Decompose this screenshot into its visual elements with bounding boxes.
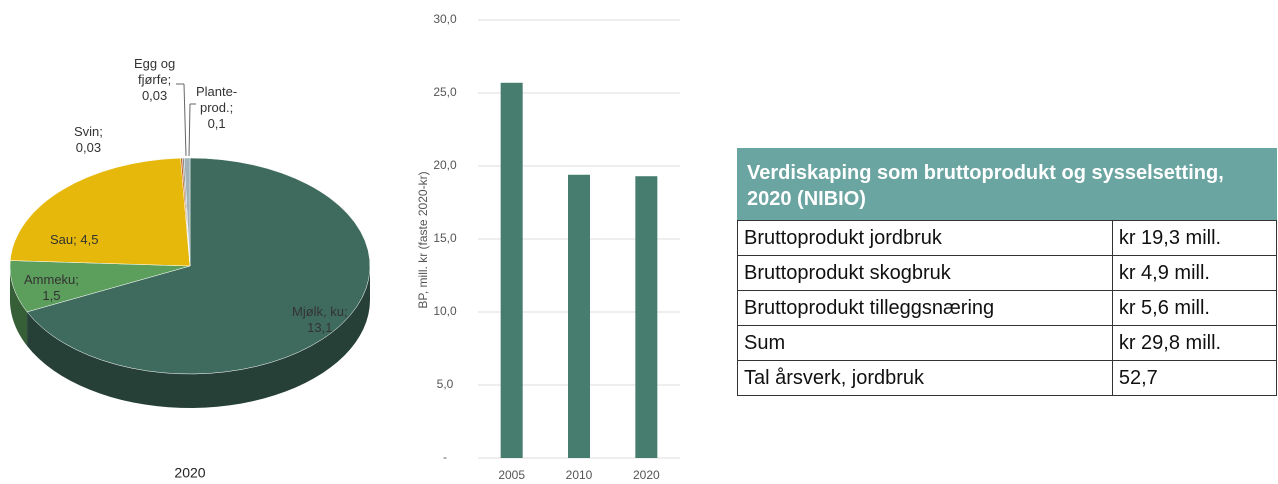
bar (500, 82, 523, 458)
y-tick-label: 25,0 (433, 85, 457, 99)
table-cell: Sum (737, 325, 1113, 361)
slice-value: 0,03 (141, 88, 168, 103)
slice-value: 0,03 (75, 140, 102, 155)
leader (183, 83, 187, 157)
slice-value: 13,1 (307, 320, 333, 335)
table-cell: kr 5,6 mill. (1111, 290, 1278, 326)
y-tick-label: 10,0 (433, 304, 457, 318)
table-row: Bruttoprodukt skogbruk kr 4,9 mill. (737, 255, 1278, 291)
pie-label: Ammeku; 1,5 (24, 272, 79, 304)
slice-name: Egg og fjørfe; (134, 56, 176, 87)
pie-label: Plante- prod.; 0,1 (196, 84, 237, 132)
table-cell: Bruttoprodukt jordbruk (737, 220, 1113, 256)
bar (568, 174, 590, 458)
y-tick-label: 15,0 (433, 231, 457, 245)
y-axis-label: BP, mill. kr (faste 2020-kr) (416, 171, 430, 308)
table-cell: kr 19,3 mill. (1111, 220, 1278, 256)
pie-slice (9, 157, 191, 267)
pie-slice-side (27, 266, 371, 408)
table-cell: 52,7 (1111, 360, 1278, 396)
slice-name: Ammeku; (24, 272, 79, 287)
pie-label: Mjølk, ku; 13,1 (292, 304, 348, 336)
slice-name: Svin; (74, 124, 103, 139)
leader (188, 103, 191, 157)
table-row: Tal årsverk, jordbruk 52,7 (737, 360, 1278, 396)
pie-slice (26, 157, 371, 375)
table-cell: Tal årsverk, jordbruk (737, 360, 1113, 396)
y-tick-label: 20,0 (433, 158, 457, 172)
slice-value: 0,1 (207, 116, 226, 131)
slice-name: Sau; (50, 232, 77, 247)
table: Verdiskaping som bruttoprodukt og syssel… (737, 148, 1278, 396)
table-cell: Bruttoprodukt skogbruk (737, 255, 1113, 291)
slice-name: Mjølk, ku; (292, 304, 348, 319)
pie-title: 2020 (174, 465, 205, 481)
pie-slice-side (10, 266, 28, 346)
pie-slice (183, 157, 191, 267)
table-cell: kr 4,9 mill. (1111, 255, 1278, 291)
y-tick-label: - (443, 450, 447, 464)
table-title: Verdiskaping som bruttoprodukt og syssel… (737, 148, 1277, 220)
x-tick-label: 2005 (498, 468, 525, 482)
table-cell: Bruttoprodukt tilleggsnæring (737, 290, 1113, 326)
pie-label: Egg og fjørfe; 0,03 (134, 56, 175, 104)
x-tick-label: 2010 (566, 468, 593, 482)
table-row: Sum kr 29,8 mill. (737, 325, 1278, 361)
pie-label: Svin; 0,03 (74, 124, 103, 156)
slice-value: 1,5 (42, 288, 61, 303)
x-tick-label: 2020 (633, 468, 660, 482)
y-tick-label: 30,0 (433, 12, 457, 26)
table-row: Bruttoprodukt jordbruk kr 19,3 mill. (737, 220, 1278, 256)
table-cell: kr 29,8 mill. (1111, 325, 1278, 361)
bar (635, 176, 658, 458)
y-tick-label: 5,0 (437, 377, 454, 391)
pie-label: Sau; 4,5 (50, 232, 98, 248)
table-row: Bruttoprodukt tilleggsnæring kr 5,6 mill. (737, 290, 1278, 326)
slice-value: 4,5 (80, 232, 99, 247)
slice-name: Plante- prod.; (196, 84, 238, 115)
